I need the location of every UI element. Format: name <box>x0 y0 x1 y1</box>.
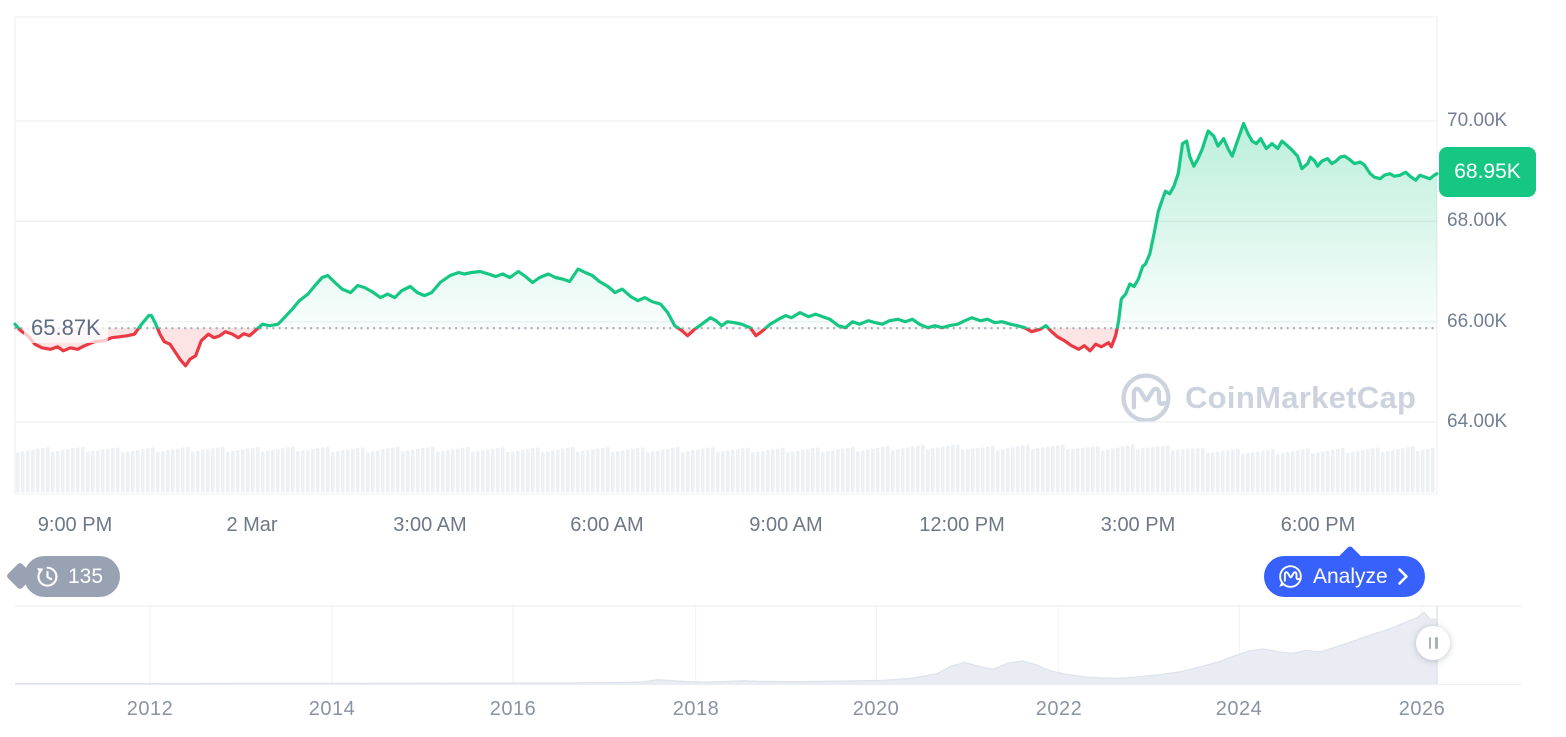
navigator-year-label: 2024 <box>1215 698 1263 720</box>
chevron-right-icon <box>1397 568 1408 585</box>
navigator-range-area[interactable] <box>15 606 1521 685</box>
y-axis-label: 70.00K <box>1447 110 1508 131</box>
x-axis-label: 3:00 PM <box>1100 514 1176 536</box>
navigator-year-label: 2012 <box>126 698 174 720</box>
pause-handle-icon <box>1428 637 1431 649</box>
navigator-handle[interactable] <box>1416 626 1450 660</box>
watermark: CoinMarketCap <box>1118 370 1416 426</box>
x-axis-label: 6:00 AM <box>570 514 644 536</box>
x-axis-label: 3:00 AM <box>393 514 467 536</box>
navigator-year-label: 2018 <box>672 698 720 720</box>
navigator-year-label: 2020 <box>852 698 900 720</box>
navigator-year-label: 2026 <box>1398 698 1446 720</box>
coinmarketcap-logo-icon <box>1121 373 1171 423</box>
x-axis-label: 6:00 PM <box>1280 514 1356 536</box>
coinmarketcap-logo-icon <box>1279 565 1302 588</box>
current-price-badge: 68.95K <box>1439 147 1536 197</box>
x-axis-label: 2 Mar <box>226 514 278 536</box>
chart-plot-area[interactable] <box>15 17 1437 494</box>
y-axis-label: 64.00K <box>1447 411 1508 432</box>
pause-handle-icon <box>1435 637 1438 649</box>
history-badge[interactable]: 135 <box>24 556 121 597</box>
analyze-label: Analyze <box>1313 564 1388 588</box>
navigator-year-label: 2016 <box>489 698 537 720</box>
analyze-button[interactable]: Analyze <box>1264 556 1425 597</box>
x-axis-label: 9:00 PM <box>37 514 113 536</box>
history-count: 135 <box>68 564 104 588</box>
x-axis-label: 9:00 AM <box>749 514 823 536</box>
y-axis-label: 68.00K <box>1447 210 1508 231</box>
watermark-text: CoinMarketCap <box>1185 380 1417 415</box>
navigator-year-label: 2014 <box>308 698 356 720</box>
history-clock-icon <box>37 566 58 587</box>
open-price-label: 65.87K <box>24 313 108 343</box>
x-axis-label: 12:00 PM <box>919 514 1005 536</box>
y-axis-label: 66.00K <box>1447 311 1508 332</box>
navigator-year-label: 2022 <box>1035 698 1083 720</box>
